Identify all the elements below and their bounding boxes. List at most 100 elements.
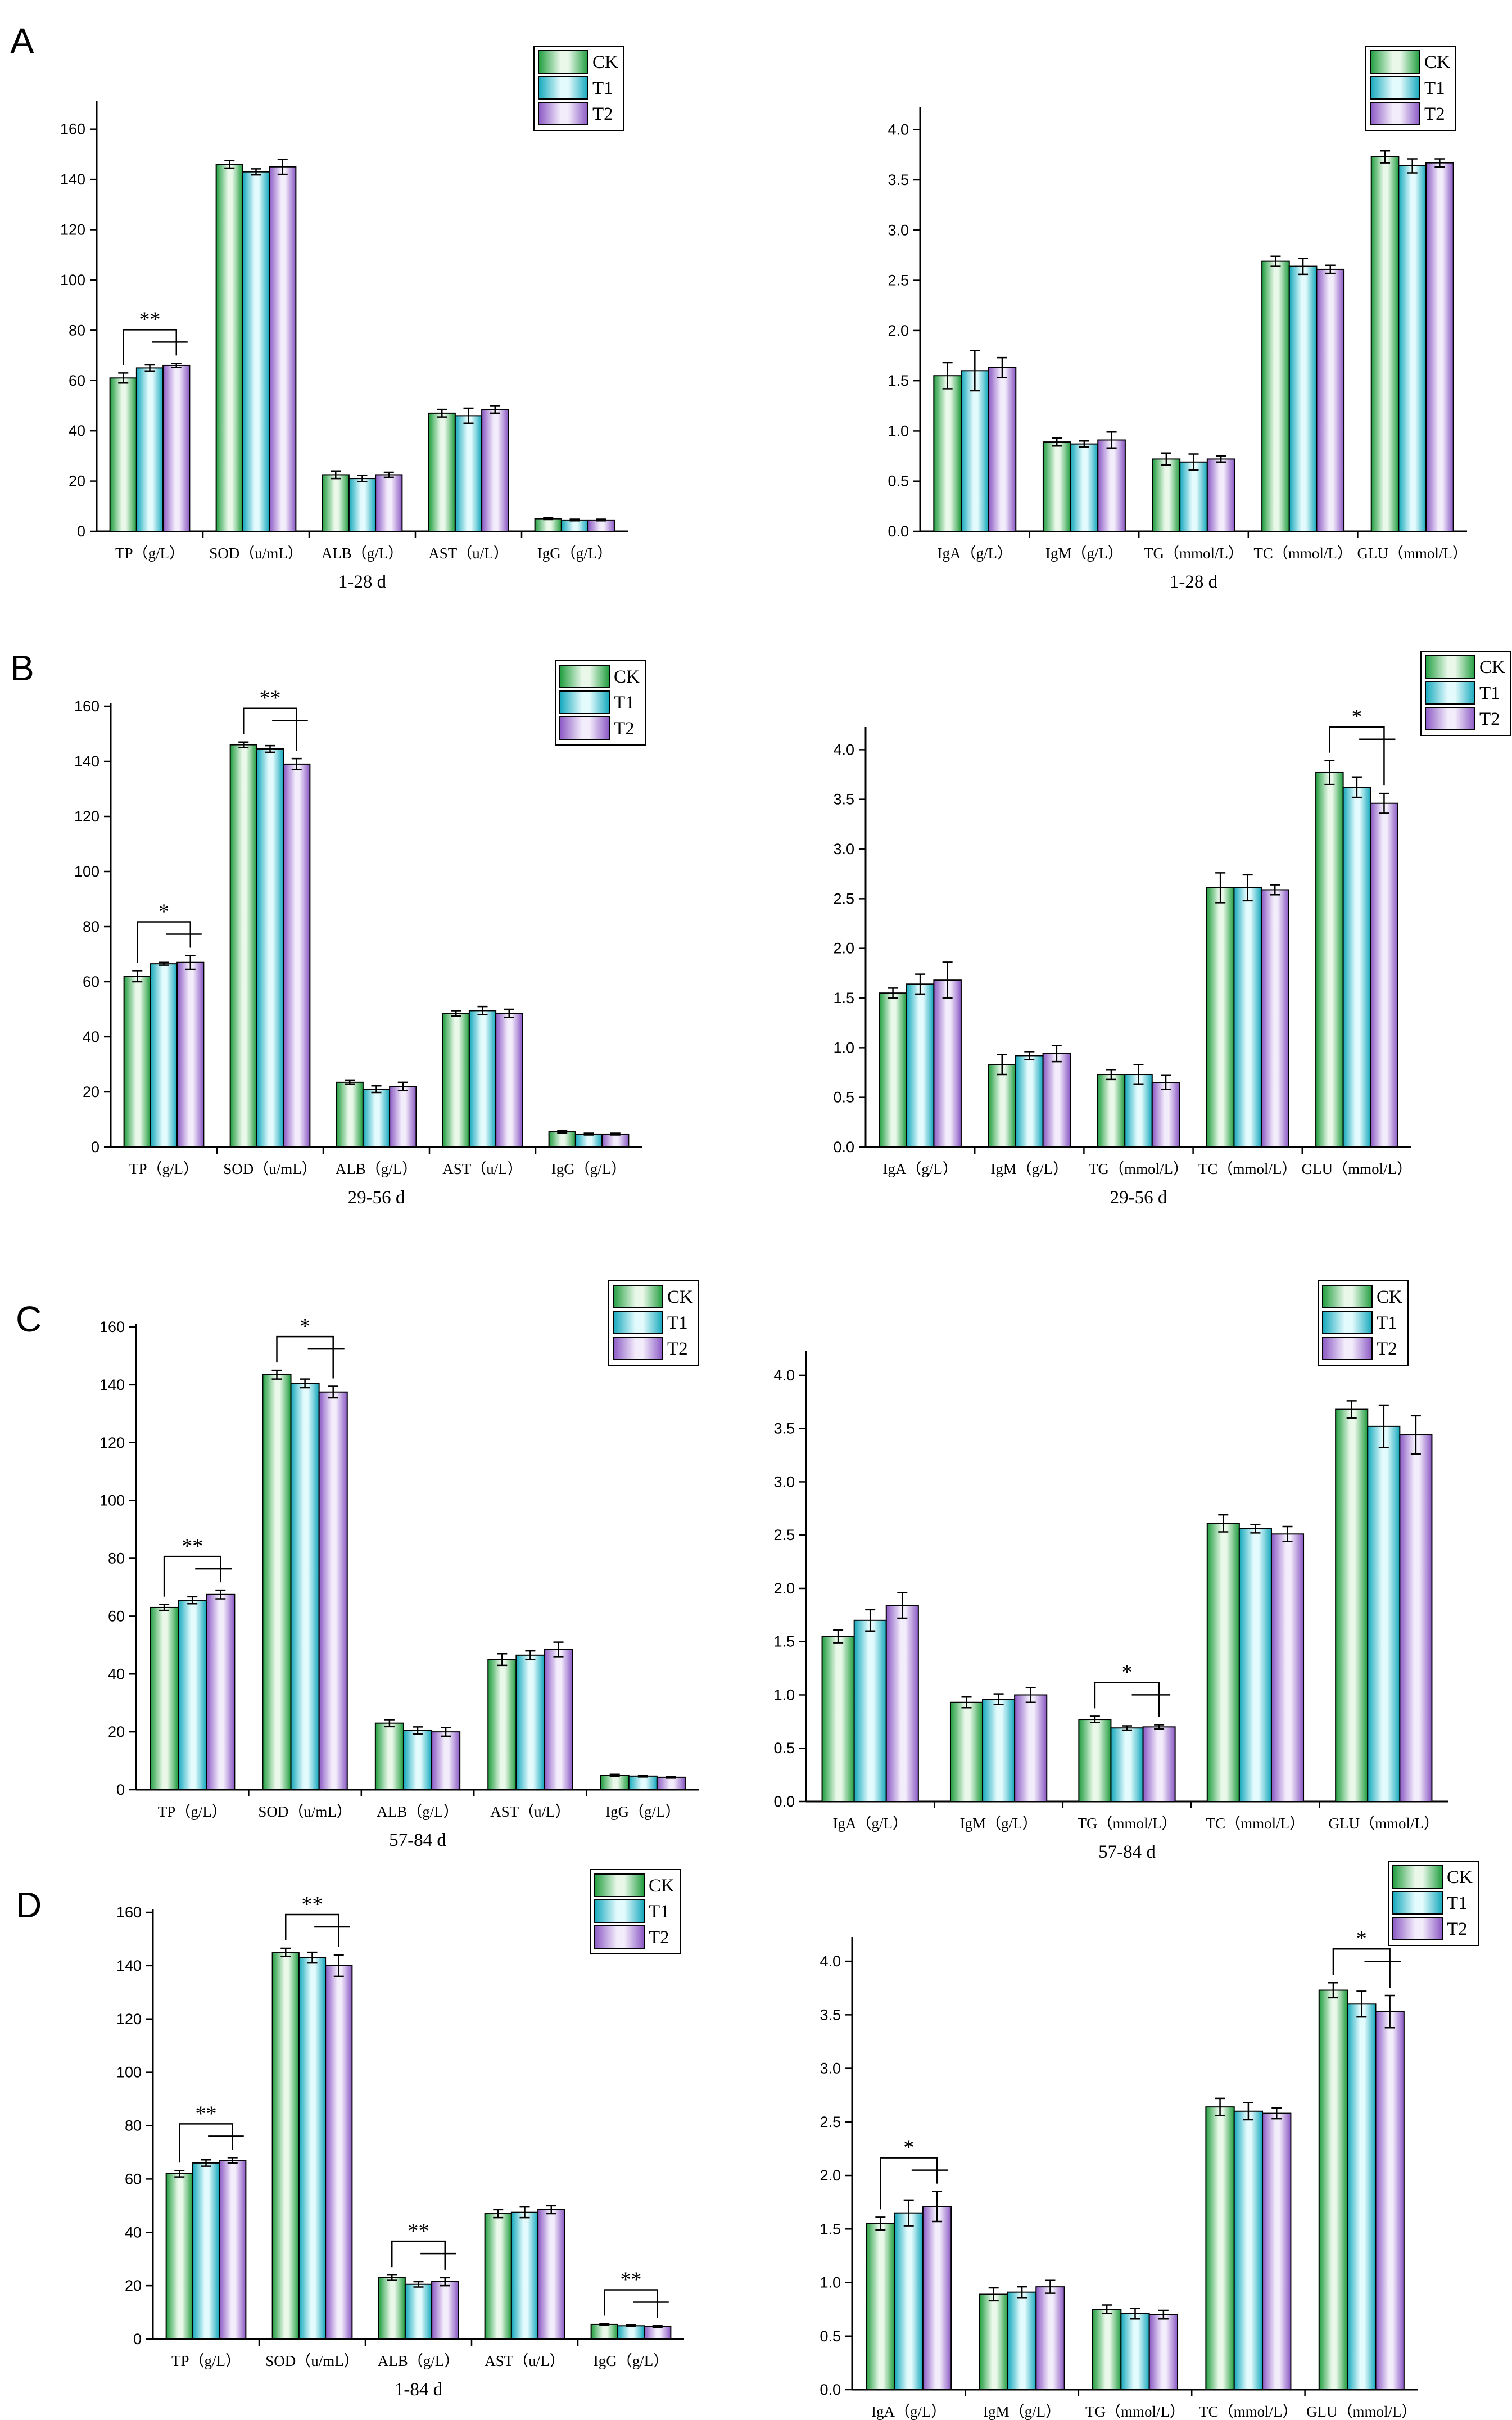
x-category-label: AST（u/L） [490, 1803, 571, 1820]
x-category-label: TC（mmol/L） [1198, 1161, 1297, 1177]
x-axis-title: 29-56 d [348, 1188, 405, 1208]
x-axis-title: 1-84 d [395, 2380, 443, 2400]
bar-t2 [1260, 889, 1289, 1148]
y-tick-label: 120 [60, 222, 85, 238]
y-tick-label: 20 [108, 1723, 125, 1740]
bar-t2 [1316, 268, 1345, 532]
significance-label: ** [408, 2219, 429, 2243]
legend-swatch-t2 [1425, 707, 1475, 730]
x-category-label: IgG（g/L） [551, 1161, 626, 1177]
bar-t2 [495, 1013, 523, 1148]
significance-label: ** [260, 687, 281, 710]
bar-t2 [1370, 802, 1398, 1148]
bar-ck [322, 474, 350, 532]
y-tick-label: 3.0 [773, 1473, 795, 1490]
x-category-label: SOD（u/mL） [258, 1803, 352, 1820]
x-category-label: TP（g/L） [129, 1161, 198, 1177]
panel-label: B [10, 648, 34, 688]
significance-label: ** [302, 1893, 323, 1916]
bar-ck [1078, 1719, 1112, 1802]
x-category-label: TC（mmol/L） [1206, 1815, 1305, 1832]
legend-swatch-t1 [1425, 681, 1475, 705]
significance-bracket [123, 329, 177, 365]
significance-bracket [285, 1913, 339, 1947]
significance-label: ** [196, 2102, 217, 2125]
bar-t2 [1151, 1082, 1180, 1148]
significance-bracket [179, 2123, 233, 2163]
legend: CK T1 T2 [1388, 1861, 1479, 1946]
x-category-label: IgA（g/L） [882, 1161, 957, 1177]
bar-t1 [894, 2212, 924, 2391]
legend-swatch-ck [613, 1285, 663, 1308]
panel-label: A [10, 21, 34, 61]
bar-t1 [617, 2325, 645, 2340]
legend-swatch-ck [1392, 1865, 1443, 1889]
y-tick-label: 3.0 [888, 222, 909, 238]
legend-label: CK [1377, 1287, 1402, 1307]
bar-t1 [628, 1775, 658, 1791]
x-category-label: TP（g/L） [158, 1803, 227, 1820]
bar-ck [150, 1606, 179, 1791]
bar-t2 [325, 1965, 353, 2340]
chart-C-left: C 0 20 40 60 80 100 120 140 160 TP（g/L） SOD（u/mL） AL… [16, 1280, 699, 1850]
bar-ck [165, 2173, 193, 2340]
legend-swatch-t1 [1392, 1891, 1443, 1915]
bar-t1 [402, 1730, 433, 1791]
bar-t2 [1270, 1533, 1305, 1802]
bar-t2 [219, 2160, 247, 2340]
x-category-label: IgG（g/L） [594, 2353, 668, 2369]
significance-bracket [137, 921, 191, 963]
y-tick-label: 0 [133, 2331, 142, 2347]
x-category-label: IgM（g/L） [960, 1815, 1038, 1832]
legend-swatch-ck [1370, 50, 1420, 74]
x-category-label: IgM（g/L） [1045, 545, 1123, 562]
legend-label: T2 [1447, 1919, 1468, 1939]
bar-t2 [644, 2326, 672, 2340]
legend: CK T1 T2 [590, 1869, 681, 1954]
x-category-label: SOD（u/mL） [209, 545, 303, 562]
bar-t1 [1342, 787, 1371, 1148]
legend-label: T2 [649, 1927, 669, 1948]
bar-ck [590, 2323, 618, 2340]
bar-t1 [560, 519, 589, 532]
y-tick-label: 80 [69, 322, 85, 338]
bar-t1 [178, 1600, 207, 1791]
y-tick-label: 2.5 [833, 890, 854, 907]
bar-t2 [537, 2209, 565, 2340]
bar-t1 [468, 1010, 497, 1148]
legend-swatch-t2 [1392, 1917, 1443, 1940]
significance-label: * [159, 900, 169, 923]
legend-swatch-t1 [1322, 1311, 1373, 1334]
bar-t2 [431, 1731, 461, 1790]
y-tick-label: 3.0 [833, 841, 854, 857]
x-category-label: AST（u/L） [485, 2353, 565, 2369]
legend-swatch-t2 [613, 1337, 663, 1360]
bar-t1 [1233, 887, 1262, 1148]
legend: CK T1 T2 [533, 46, 624, 131]
bar-t2 [544, 1649, 573, 1790]
bar-t1 [404, 2283, 433, 2340]
significance-bracket [604, 2289, 658, 2318]
bar-t2 [587, 519, 615, 532]
bar-ck [215, 164, 243, 532]
bar-t2 [1014, 1694, 1048, 1802]
bar-t2 [283, 763, 311, 1148]
y-tick-label: 0 [77, 523, 85, 540]
bar-ck [821, 1636, 855, 1802]
y-tick-label: 0.0 [833, 1139, 854, 1155]
y-tick-label: 1.5 [773, 1633, 795, 1650]
bar-t2 [1262, 2112, 1292, 2391]
y-tick-label: 1.5 [833, 990, 854, 1006]
x-category-label: GLU（mmol/L） [1306, 2403, 1417, 2420]
x-category-label: IgA（g/L） [832, 1815, 907, 1832]
y-tick-label: 1.0 [773, 1686, 795, 1703]
bar-t2 [1142, 1726, 1176, 1802]
y-tick-label: 1.0 [833, 1039, 854, 1056]
y-tick-label: 120 [99, 1434, 125, 1451]
y-tick-label: 100 [74, 863, 99, 880]
legend-label: T1 [649, 1902, 669, 1922]
y-tick-label: 80 [125, 2118, 142, 2134]
significance-label: ** [139, 308, 161, 331]
bar-ck [262, 1374, 292, 1790]
bar-ck [1206, 1523, 1240, 1802]
